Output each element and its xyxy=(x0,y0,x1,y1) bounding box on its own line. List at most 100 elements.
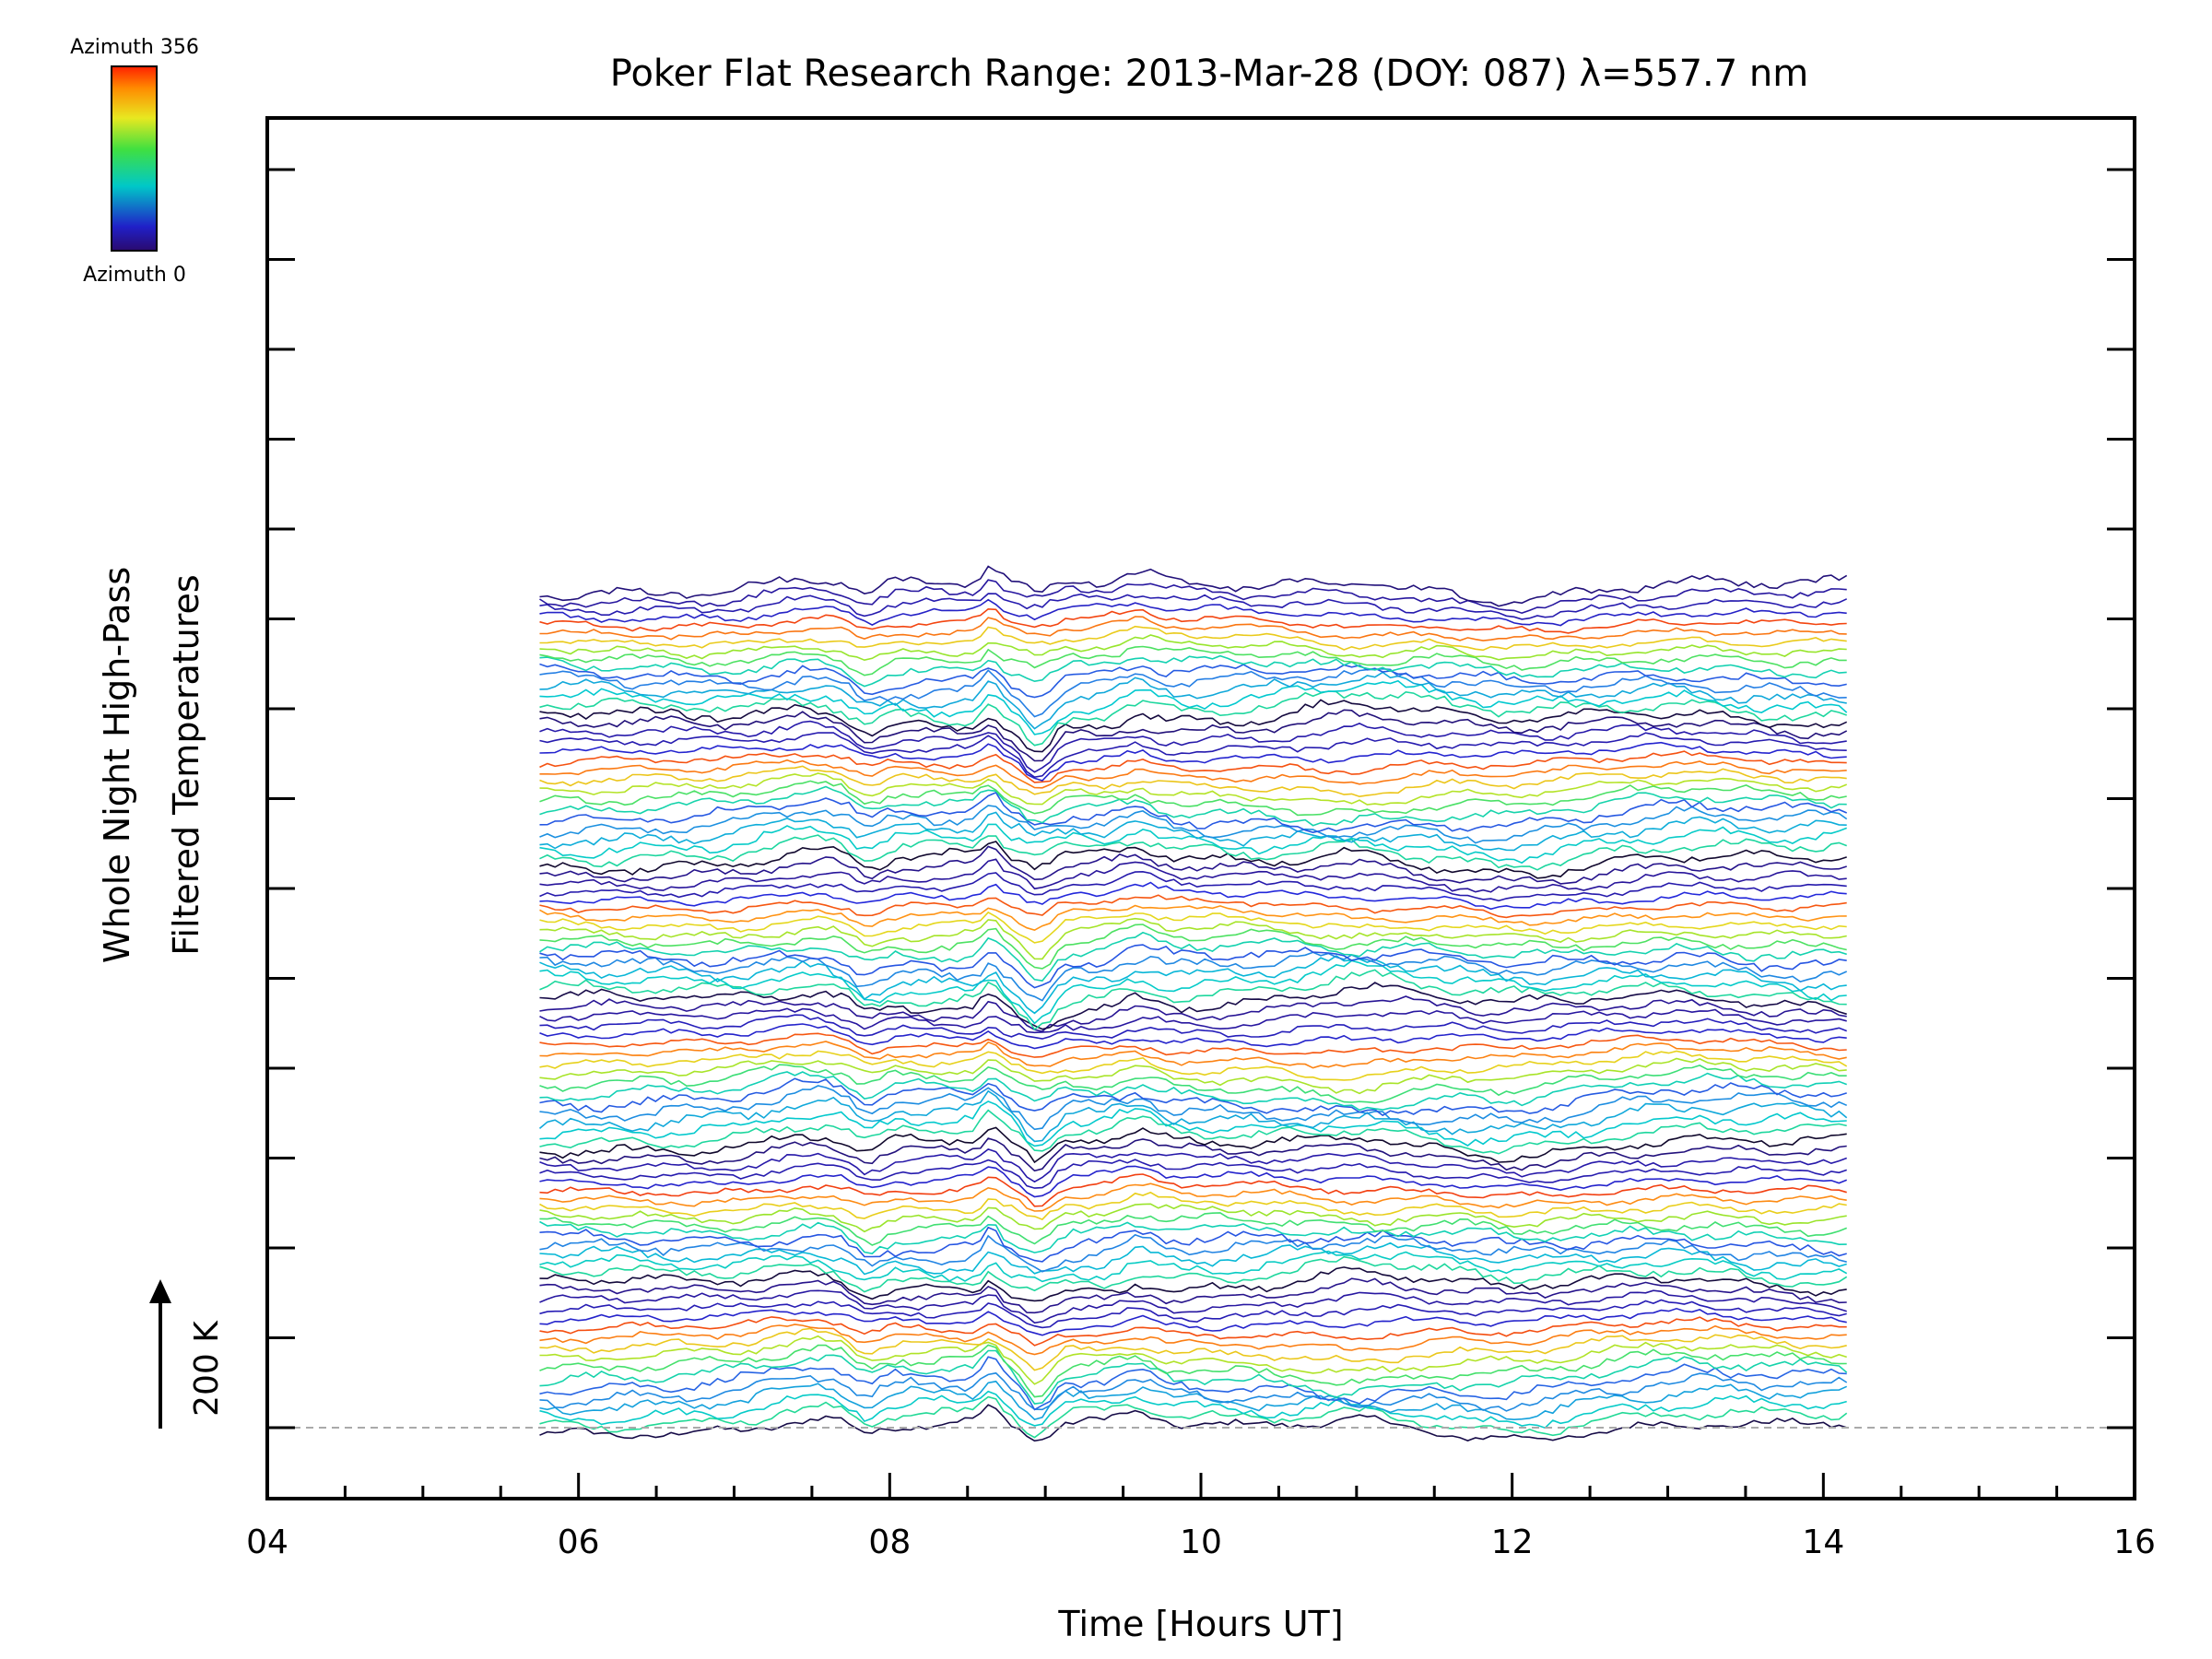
trace-line xyxy=(539,1212,1848,1246)
trace-line xyxy=(539,732,1847,779)
trace-line xyxy=(539,995,1847,1032)
y-axis-label-line1: Whole Night High-Pass xyxy=(97,567,137,963)
trace-line xyxy=(539,780,1847,817)
trace-line xyxy=(539,1380,1848,1421)
trace-line xyxy=(539,917,1847,960)
trace-line xyxy=(539,759,1847,789)
trace-line xyxy=(539,791,1848,834)
trace-line xyxy=(539,1277,1847,1314)
trace-line xyxy=(539,924,1847,970)
trace-line xyxy=(539,1023,1847,1050)
y-axis-label-line2: Filtered Temperatures xyxy=(166,574,206,955)
x-tick-label: 10 xyxy=(1180,1524,1222,1561)
trace-line xyxy=(539,1137,1847,1172)
trace-line xyxy=(539,750,1847,783)
trace-line xyxy=(539,741,1847,782)
trace-line xyxy=(539,565,1848,607)
trace-line xyxy=(539,1344,1847,1398)
plot-frame xyxy=(265,116,2136,1500)
colorbar-bottom-label: Azimuth 0 xyxy=(83,264,186,287)
trace-line xyxy=(539,690,1847,747)
x-tick-label: 12 xyxy=(1491,1524,1534,1561)
trace-line xyxy=(539,593,1848,620)
colorbar-top-label: Azimuth 356 xyxy=(70,36,199,59)
trace-line xyxy=(539,667,1847,718)
scale-bar-label: 200 K xyxy=(188,1320,226,1417)
trace-line xyxy=(539,607,1847,634)
trace-line xyxy=(539,894,1847,919)
trace-line xyxy=(539,616,1847,641)
trace-line xyxy=(539,579,1847,615)
chart-title: Poker Flat Research Range: 2013-Mar-28 (… xyxy=(610,53,1808,95)
trace-line xyxy=(539,645,1847,677)
trace-line xyxy=(539,823,1847,865)
x-axis-tick-labels: 04 06 08 10 12 14 16 xyxy=(246,1524,2156,1561)
trace-line xyxy=(539,834,1847,871)
trace-line xyxy=(539,1032,1847,1058)
trace-line xyxy=(539,931,1847,982)
trace-line xyxy=(539,955,1847,1015)
trace-line xyxy=(539,1057,1847,1095)
trace-line xyxy=(538,1089,1848,1143)
trace-line xyxy=(539,1109,1847,1155)
trace-line xyxy=(539,1071,1847,1112)
trace-line xyxy=(539,1100,1847,1147)
trace-line xyxy=(539,1041,1847,1069)
trace-line xyxy=(539,1050,1848,1081)
trace-line xyxy=(539,1220,1847,1254)
trace-group xyxy=(538,565,1848,1442)
trace-line xyxy=(539,1226,1847,1263)
x-axis-ticks xyxy=(265,1473,2136,1499)
scale-bar-arrowhead-icon xyxy=(149,1279,171,1303)
x-tick-label: 06 xyxy=(558,1524,600,1561)
trace-line xyxy=(539,1173,1847,1207)
trace-line xyxy=(539,1241,1847,1276)
trace-line xyxy=(539,1255,1848,1293)
trace-line xyxy=(539,720,1847,773)
y-axis-ticks xyxy=(267,168,2135,1430)
scale-bar: 200 K xyxy=(149,1279,226,1429)
trace-line xyxy=(539,1203,1847,1233)
trace-line xyxy=(539,911,1847,944)
trace-line xyxy=(539,709,1848,762)
trace-line xyxy=(539,772,1848,806)
trace-line xyxy=(539,699,1848,753)
trace-line xyxy=(539,1324,1847,1356)
trace-line xyxy=(539,625,1847,652)
x-tick-label: 16 xyxy=(2113,1524,2156,1561)
trace-line xyxy=(539,671,1847,730)
x-tick-label: 08 xyxy=(868,1524,911,1561)
trace-line xyxy=(539,598,1847,627)
trace-line xyxy=(539,982,1847,1030)
trace-line xyxy=(539,1327,1847,1371)
trace-line xyxy=(539,959,1847,1025)
trace-line xyxy=(539,765,1847,798)
trace-line xyxy=(539,1299,1847,1329)
trace-line xyxy=(539,1165,1848,1198)
trace-line xyxy=(539,663,1847,699)
trace-line xyxy=(539,1148,1847,1183)
trace-line xyxy=(539,1014,1847,1040)
trace-line xyxy=(539,1126,1847,1164)
trace-line xyxy=(539,944,1847,989)
x-axis-label: Time [Hours UT] xyxy=(1057,1604,1343,1644)
trace-line xyxy=(539,1085,1848,1131)
trace-line xyxy=(539,1191,1847,1221)
trace-line xyxy=(539,881,1847,911)
trace-line xyxy=(539,969,1847,1031)
trace-line xyxy=(539,634,1847,662)
trace-line xyxy=(539,870,1847,902)
x-tick-label: 04 xyxy=(246,1524,288,1561)
trace-line xyxy=(539,1159,1847,1189)
trace-line xyxy=(539,1316,1847,1347)
colorbar: Azimuth 356 Azimuth 0 xyxy=(70,36,199,287)
trace-line xyxy=(539,1356,1847,1411)
trace-line xyxy=(539,1307,1847,1336)
trace-line xyxy=(539,785,1847,827)
trace-line xyxy=(539,841,1847,879)
trace-line xyxy=(539,811,1847,852)
trace-line xyxy=(539,858,1847,893)
trace-line xyxy=(539,1182,1847,1212)
trace-line xyxy=(539,805,1848,844)
trace-line xyxy=(539,679,1848,735)
